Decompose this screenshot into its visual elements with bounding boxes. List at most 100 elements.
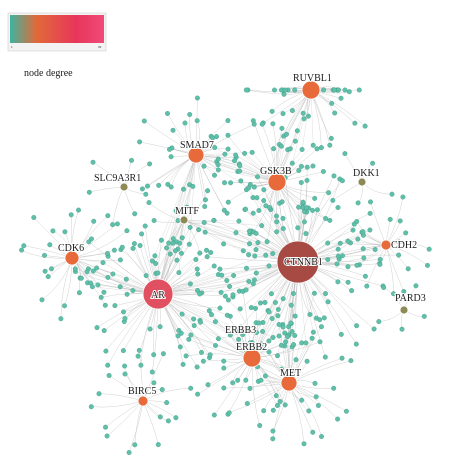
leaf-node <box>149 258 155 264</box>
leaf-node <box>196 227 202 233</box>
leaf-node <box>225 118 231 124</box>
leaf-node <box>300 199 306 205</box>
leaf-node <box>88 404 94 410</box>
leaf-node <box>91 218 97 224</box>
leaf-node <box>183 353 189 359</box>
leaf-node <box>266 349 272 355</box>
leaf-node <box>325 299 331 305</box>
leaf-node <box>124 291 130 297</box>
leaf-node <box>270 428 276 434</box>
leaf-node <box>301 116 307 122</box>
leaf-node <box>236 218 242 224</box>
leaf-node <box>323 291 328 297</box>
leaf-node <box>273 393 279 399</box>
leaf-node <box>139 186 145 192</box>
leaf-node <box>331 173 337 179</box>
leaf-node <box>197 250 203 256</box>
edge <box>183 219 258 243</box>
leaf-node <box>287 146 293 152</box>
leaf-node <box>194 95 200 101</box>
leaf-node <box>328 135 334 141</box>
edge <box>89 186 125 193</box>
leaf-node <box>256 208 262 213</box>
edge <box>273 89 312 149</box>
leaf-node <box>219 272 225 278</box>
leaf-node <box>130 245 136 251</box>
leaf-node <box>403 230 409 236</box>
leaf-node <box>155 270 161 276</box>
leaf-node <box>305 113 311 119</box>
leaf-node <box>326 190 332 196</box>
leaf-node <box>188 332 194 338</box>
leaf-node <box>244 265 249 271</box>
edge <box>194 325 253 359</box>
leaf-node <box>370 160 376 166</box>
leaf-node <box>303 340 309 346</box>
leaf-node <box>257 423 263 428</box>
leaf-node <box>253 230 259 236</box>
edge <box>310 89 366 127</box>
leaf-node <box>190 183 196 189</box>
leaf-node <box>228 180 234 186</box>
leaf-node <box>237 163 243 169</box>
edge <box>178 219 185 273</box>
leaf-node <box>362 123 368 129</box>
leaf-node <box>42 268 48 274</box>
leaf-node <box>247 241 252 247</box>
leaf-node <box>195 391 201 397</box>
leaf-node <box>86 189 92 195</box>
leaf-node <box>165 418 171 424</box>
leaf-node <box>268 291 274 297</box>
leaf-node <box>253 247 259 253</box>
leaf-node <box>76 290 82 296</box>
leaf-node <box>299 397 305 403</box>
leaf-node <box>272 87 277 93</box>
hub-node-layer <box>64 80 409 407</box>
edge <box>155 219 185 274</box>
leaf-node <box>281 91 287 97</box>
leaf-node <box>260 328 266 334</box>
legend-gradient-bar <box>10 15 104 43</box>
leaf-node <box>345 264 351 270</box>
leaf-node <box>182 120 188 126</box>
leaf-node <box>356 87 362 93</box>
leaf-node <box>330 197 336 203</box>
leaf-node <box>193 257 199 262</box>
leaf-node <box>270 121 276 127</box>
leaf-node <box>129 157 134 163</box>
leaf-node <box>238 178 244 184</box>
edge <box>175 219 185 251</box>
leaf-node <box>47 242 53 248</box>
leaf-node <box>266 263 272 269</box>
leaf-node <box>396 252 402 258</box>
leaf-node <box>270 436 276 442</box>
hub-label-cdk6: CDK6 <box>58 243 84 254</box>
leaf-node <box>225 199 231 205</box>
leaf-node <box>239 328 245 334</box>
edge <box>157 255 266 295</box>
leaf-node <box>307 312 313 317</box>
leaf-node <box>221 365 227 371</box>
edge <box>177 154 197 250</box>
leaf-node <box>255 240 261 246</box>
leaf-node <box>360 246 366 252</box>
leaf-node <box>304 177 310 183</box>
leaf-node <box>225 146 231 152</box>
leaf-node <box>126 450 132 455</box>
leaf-node <box>269 108 275 114</box>
leaf-node <box>96 391 102 397</box>
leaf-node <box>246 252 252 258</box>
leaf-node <box>314 146 320 152</box>
leaf-node <box>50 228 56 234</box>
leaf-node <box>138 362 144 368</box>
leaf-node <box>387 216 393 222</box>
leaf-node <box>208 250 214 255</box>
leaf-node <box>304 358 310 364</box>
leaf-node <box>217 266 223 272</box>
edge <box>71 257 127 280</box>
leaf-node <box>264 239 270 245</box>
hub-label-birc5: BIRC5 <box>128 386 156 397</box>
leaf-node <box>368 199 373 205</box>
leaf-node <box>246 228 252 234</box>
leaf-node <box>276 322 282 328</box>
